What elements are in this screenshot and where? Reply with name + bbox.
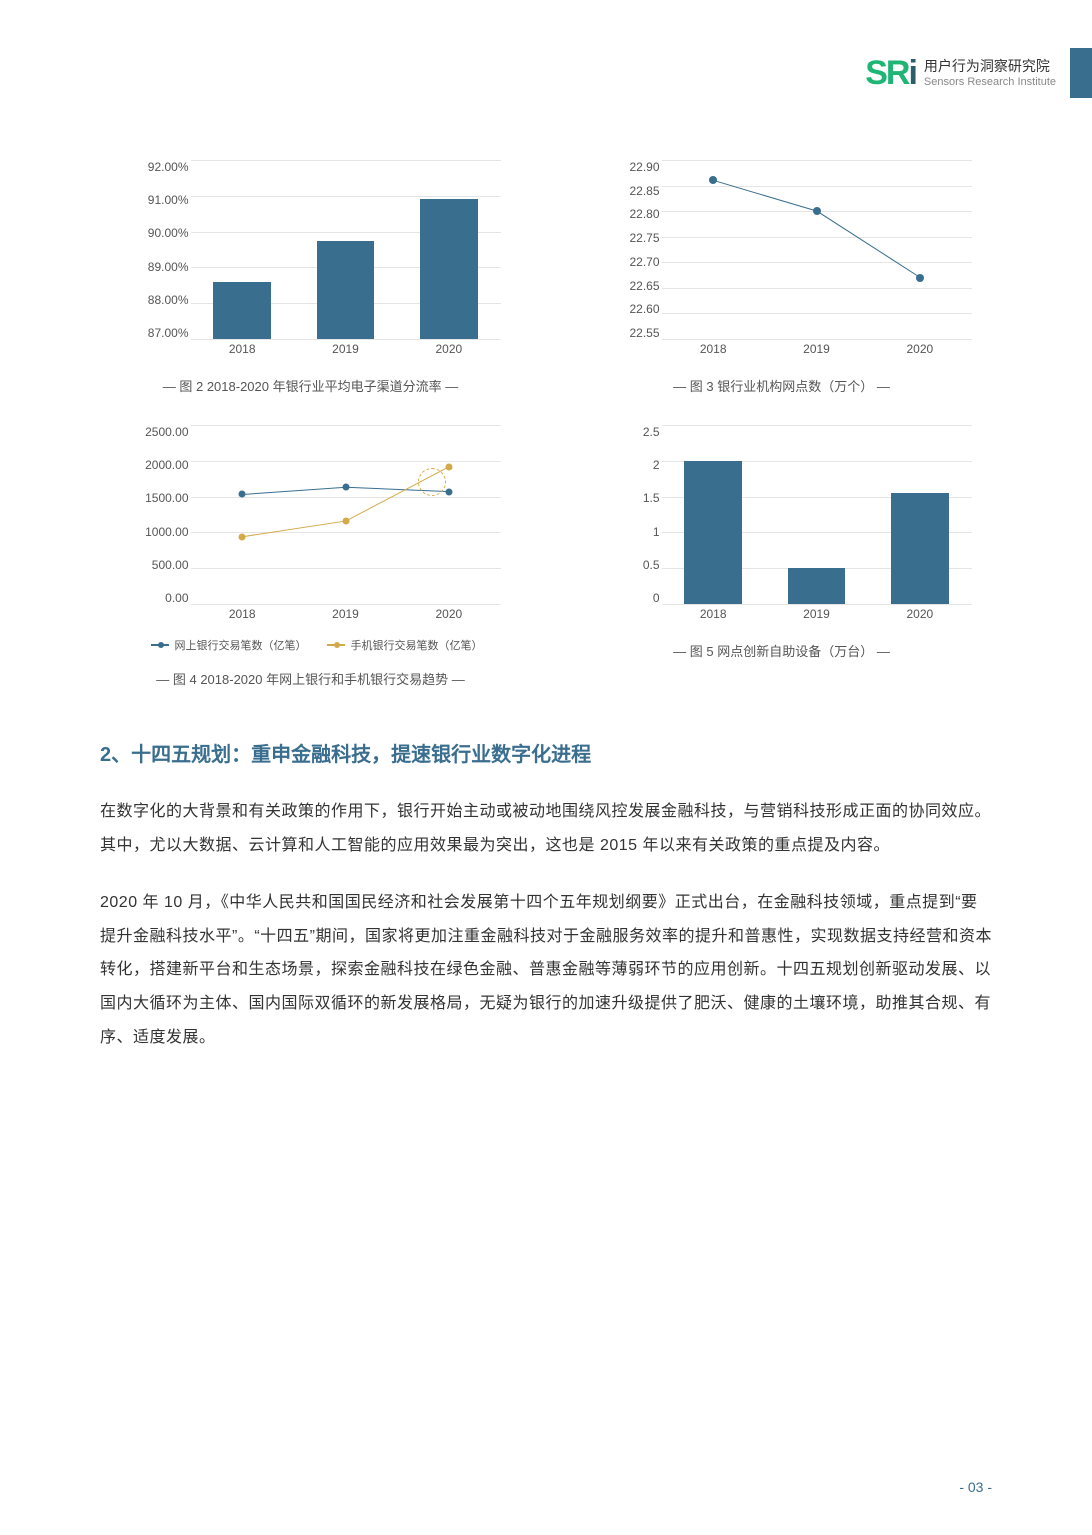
chart-4-caption: — 图 4 2018-2020 年网上银行和手机银行交易趋势 — [156,669,464,688]
chart-3-yaxis: 22.9022.8522.8022.7522.7022.6522.6022.55 [592,160,660,340]
chart-5-cell: 2.521.510.50 201820192020 — 图 5 网点创新自助设备… [571,425,992,688]
paragraph-1: 在数字化的大背景和有关政策的作用下，银行开始主动或被动地围绕风控发展金融科技，与… [100,795,992,862]
logo-mark-left: SR [865,54,908,92]
chart-3: 22.9022.8522.8022.7522.7022.6522.6022.55… [592,160,972,360]
logo-text: 用户行为洞察研究院 Sensors Research Institute [924,57,1056,89]
legend-item: 手机银行交易笔数（亿笔） [327,637,483,653]
chart-3-xaxis: 201820192020 [662,342,972,360]
chart-2-plot [191,160,501,340]
logo-cn: 用户行为洞察研究院 [924,57,1056,75]
chart-5-plot [662,425,972,605]
logo-mark-right: i [908,54,915,92]
chart-2: 92.00%91.00%90.00%89.00%88.00%87.00% 201… [121,160,501,360]
chart-4: 2500.002000.001500.001000.00500.000.00 2… [121,425,501,625]
chart-4-plot [191,425,501,605]
paragraph-2: 2020 年 10 月，《中华人民共和国国民经济和社会发展第十四个五年规划纲要》… [100,886,992,1054]
charts-grid: 92.00%91.00%90.00%89.00%88.00%87.00% 201… [100,160,992,688]
page-header: SRi 用户行为洞察研究院 Sensors Research Institute [865,48,1092,98]
page-number: - 03 - [959,1479,992,1495]
chart-4-legend: 网上银行交易笔数（亿笔） 手机银行交易笔数（亿笔） [121,637,501,653]
logo-mark: SRi [865,54,916,93]
chart-4-yaxis: 2500.002000.001500.001000.00500.000.00 [121,425,189,605]
chart-2-yaxis: 92.00%91.00%90.00%89.00%88.00%87.00% [121,160,189,340]
chart-5-caption: — 图 5 网点创新自助设备（万台） — [673,641,890,660]
chart-3-plot [662,160,972,340]
chart-4-cell: 2500.002000.001500.001000.00500.000.00 2… [100,425,521,688]
header-accent-bar [1070,48,1092,98]
logo-en: Sensors Research Institute [924,75,1056,89]
legend-item: 网上银行交易笔数（亿笔） [151,637,307,653]
chart-2-xaxis: 201820192020 [191,342,501,360]
chart-2-caption: — 图 2 2018-2020 年银行业平均电子渠道分流率 — [163,376,458,395]
chart-3-caption: — 图 3 银行业机构网点数（万个） — [673,376,890,395]
chart-3-cell: 22.9022.8522.8022.7522.7022.6522.6022.55… [571,160,992,395]
logo: SRi 用户行为洞察研究院 Sensors Research Institute [865,54,1056,93]
chart-2-cell: 92.00%91.00%90.00%89.00%88.00%87.00% 201… [100,160,521,395]
chart-4-xaxis: 201820192020 [191,607,501,625]
chart-5-yaxis: 2.521.510.50 [592,425,660,605]
chart-5-xaxis: 201820192020 [662,607,972,625]
section-heading: 2、十四五规划：重申金融科技，提速银行业数字化进程 [100,738,992,767]
chart-5: 2.521.510.50 201820192020 [592,425,972,625]
